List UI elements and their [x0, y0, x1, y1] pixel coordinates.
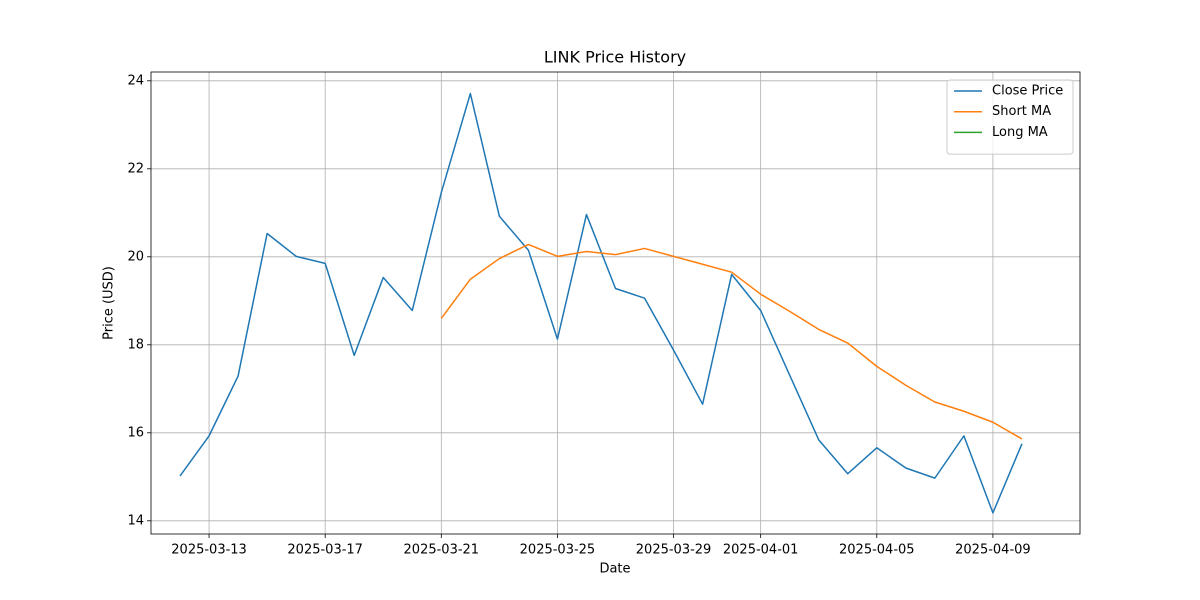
x-tick-label: 2025-03-13 [171, 543, 247, 558]
chart-title: LINK Price History [544, 48, 686, 67]
x-tick-label: 2025-04-09 [955, 543, 1031, 558]
x-axis-label: Date [599, 562, 630, 577]
legend-label: Short MA [992, 104, 1051, 119]
x-tick-label: 2025-04-01 [723, 543, 799, 558]
plot-frame [150, 71, 1081, 535]
legend-label: Close Price [992, 84, 1063, 99]
y-axis-label: Price (USD) [102, 266, 117, 340]
y-tick-label: 22 [127, 161, 144, 176]
x-tick-label: 2025-04-05 [839, 543, 915, 558]
x-tick-label: 2025-03-29 [636, 543, 712, 558]
legend: Close Price Short MA Long MA [946, 79, 1074, 155]
y-tick-label: 18 [127, 337, 144, 352]
y-tick-label: 14 [127, 513, 144, 528]
y-tick-label: 24 [127, 73, 144, 88]
legend-label: Long MA [992, 125, 1048, 140]
x-tick-label: 2025-03-21 [404, 543, 480, 558]
line-series [179, 92, 1023, 514]
line-series [440, 243, 1023, 440]
legend-box [946, 79, 1074, 155]
x-tick-label: 2025-03-25 [520, 543, 596, 558]
x-tick-label: 2025-03-17 [287, 543, 363, 558]
y-tick-label: 16 [127, 425, 144, 440]
y-tick-label: 20 [127, 249, 144, 264]
